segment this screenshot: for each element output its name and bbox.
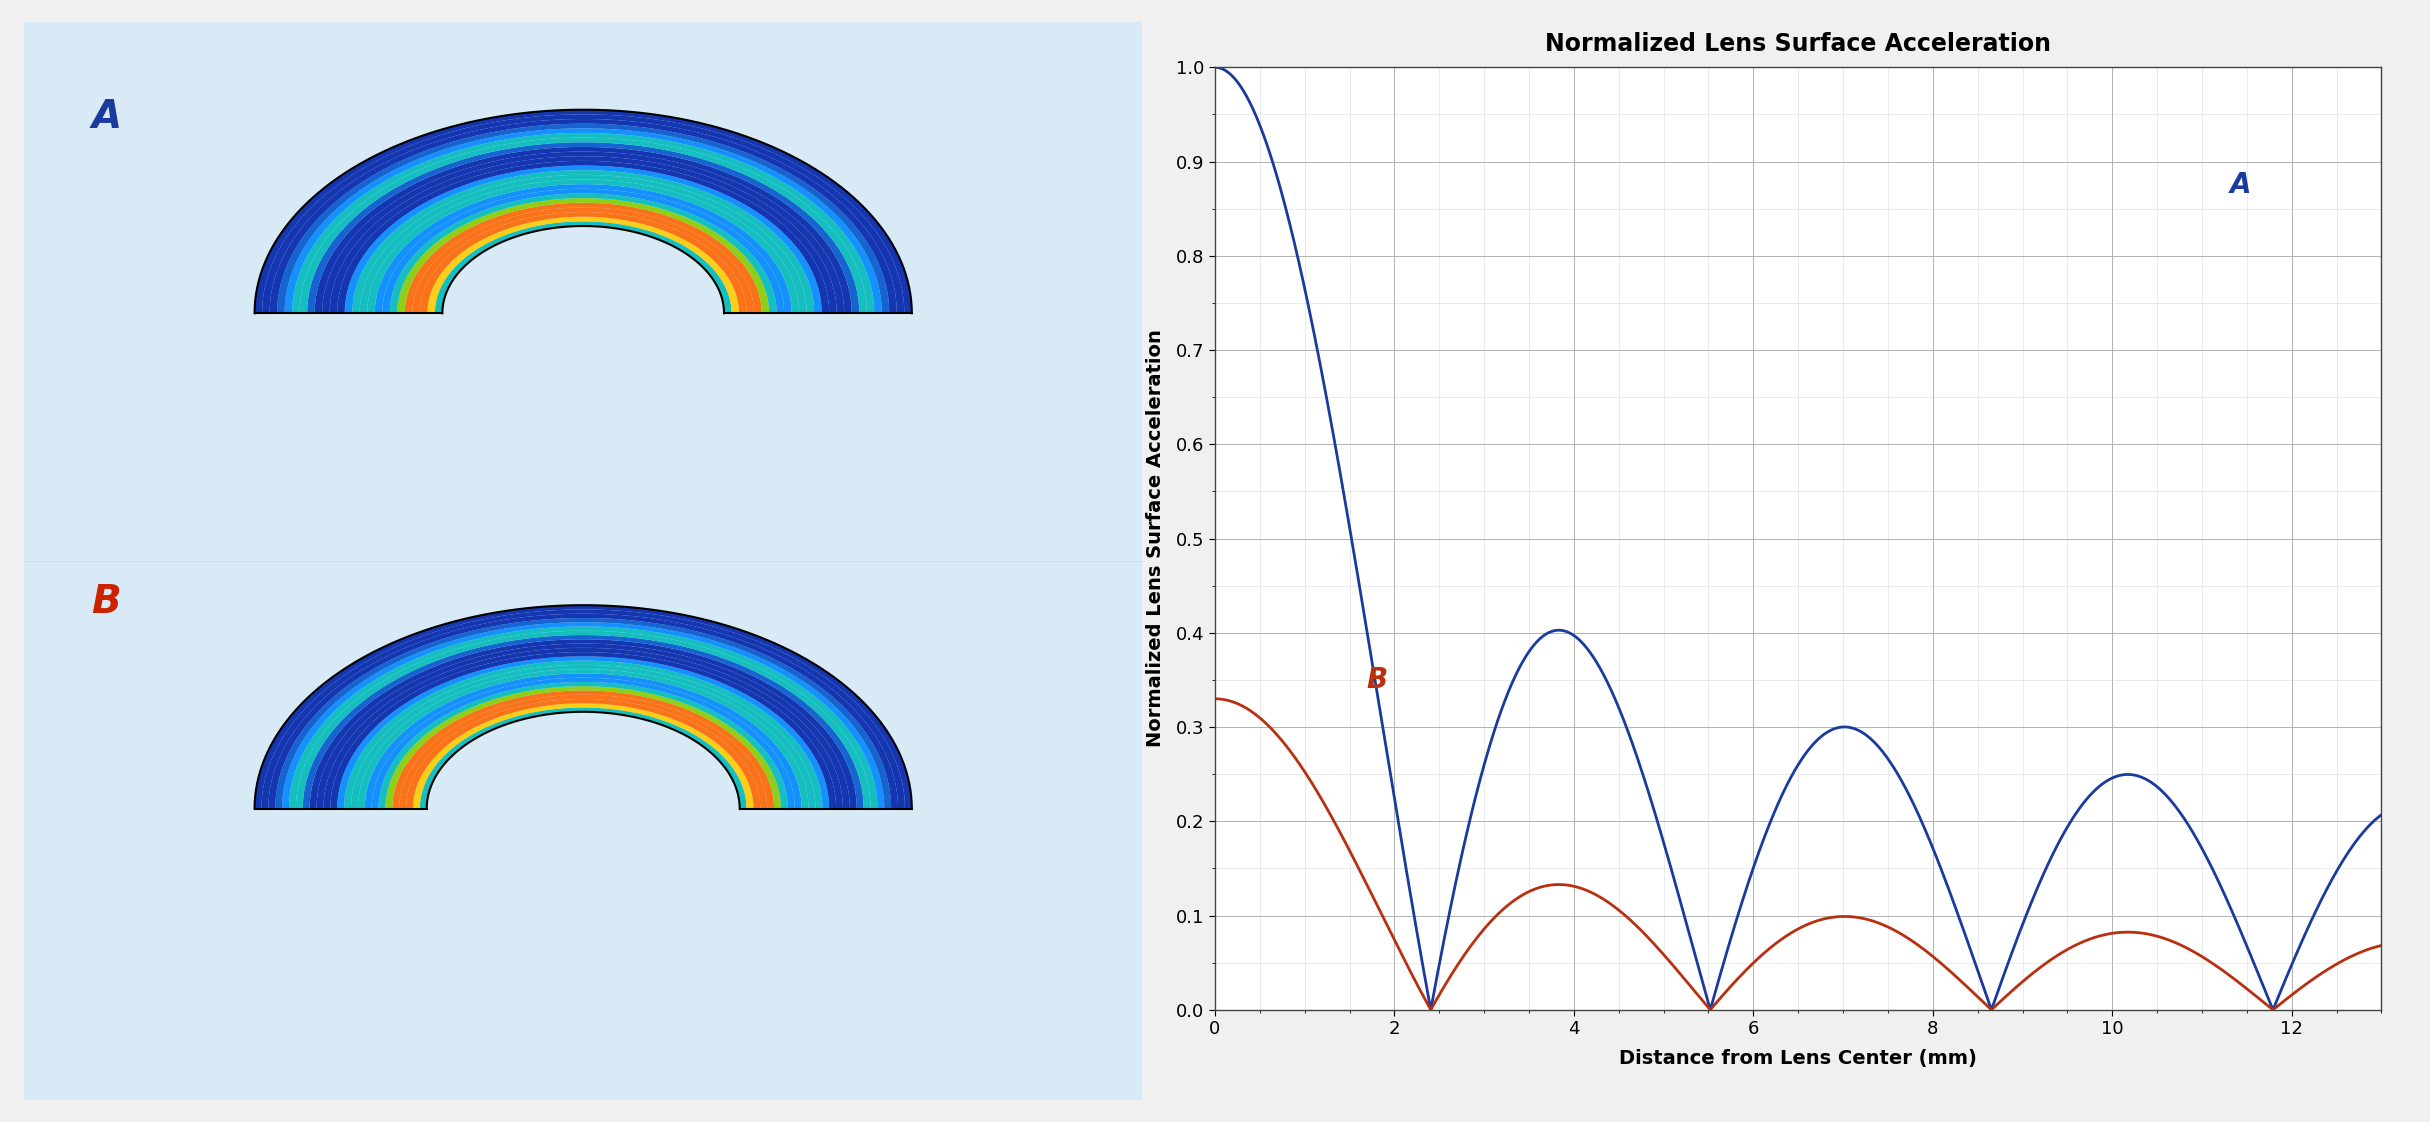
Polygon shape <box>367 180 799 313</box>
Polygon shape <box>406 203 761 313</box>
Text: B: B <box>1366 666 1388 693</box>
Polygon shape <box>360 175 807 313</box>
Polygon shape <box>282 623 885 809</box>
Polygon shape <box>352 171 814 313</box>
Polygon shape <box>262 609 904 809</box>
Polygon shape <box>284 128 882 313</box>
Polygon shape <box>292 134 875 313</box>
Y-axis label: Normalized Lens Surface Acceleration: Normalized Lens Surface Acceleration <box>1147 330 1164 747</box>
Polygon shape <box>413 208 753 313</box>
Polygon shape <box>296 631 870 809</box>
Polygon shape <box>270 119 897 313</box>
Polygon shape <box>306 142 860 313</box>
Polygon shape <box>323 647 843 809</box>
Polygon shape <box>275 618 892 809</box>
Polygon shape <box>304 635 863 809</box>
Polygon shape <box>364 673 802 809</box>
Polygon shape <box>379 682 787 809</box>
Polygon shape <box>289 626 877 809</box>
Polygon shape <box>330 156 836 313</box>
Polygon shape <box>345 661 821 809</box>
Polygon shape <box>277 123 889 313</box>
Polygon shape <box>372 678 795 809</box>
Polygon shape <box>255 110 911 313</box>
Polygon shape <box>374 184 792 313</box>
Polygon shape <box>435 221 731 313</box>
Polygon shape <box>262 114 904 313</box>
Polygon shape <box>391 690 775 809</box>
Polygon shape <box>350 665 816 809</box>
FancyBboxPatch shape <box>19 17 1147 1105</box>
Polygon shape <box>309 640 858 809</box>
Polygon shape <box>420 212 746 313</box>
Polygon shape <box>413 703 753 809</box>
Polygon shape <box>399 695 768 809</box>
Polygon shape <box>330 652 836 809</box>
Text: A: A <box>92 98 122 136</box>
Polygon shape <box>428 217 739 313</box>
Polygon shape <box>386 687 780 809</box>
Polygon shape <box>406 699 761 809</box>
Polygon shape <box>420 708 746 809</box>
Polygon shape <box>389 193 778 313</box>
Polygon shape <box>345 166 821 313</box>
Polygon shape <box>338 656 829 809</box>
Polygon shape <box>313 147 853 313</box>
Text: A: A <box>2231 172 2250 199</box>
Polygon shape <box>357 669 809 809</box>
Polygon shape <box>323 151 843 313</box>
Polygon shape <box>338 160 829 313</box>
Polygon shape <box>299 138 868 313</box>
Polygon shape <box>396 199 770 313</box>
Polygon shape <box>267 614 899 809</box>
X-axis label: Distance from Lens Center (mm): Distance from Lens Center (mm) <box>1618 1049 1978 1068</box>
Polygon shape <box>316 644 850 809</box>
Polygon shape <box>255 605 911 809</box>
Polygon shape <box>382 188 785 313</box>
Title: Normalized Lens Surface Acceleration: Normalized Lens Surface Acceleration <box>1545 31 2051 56</box>
Text: B: B <box>92 582 122 620</box>
